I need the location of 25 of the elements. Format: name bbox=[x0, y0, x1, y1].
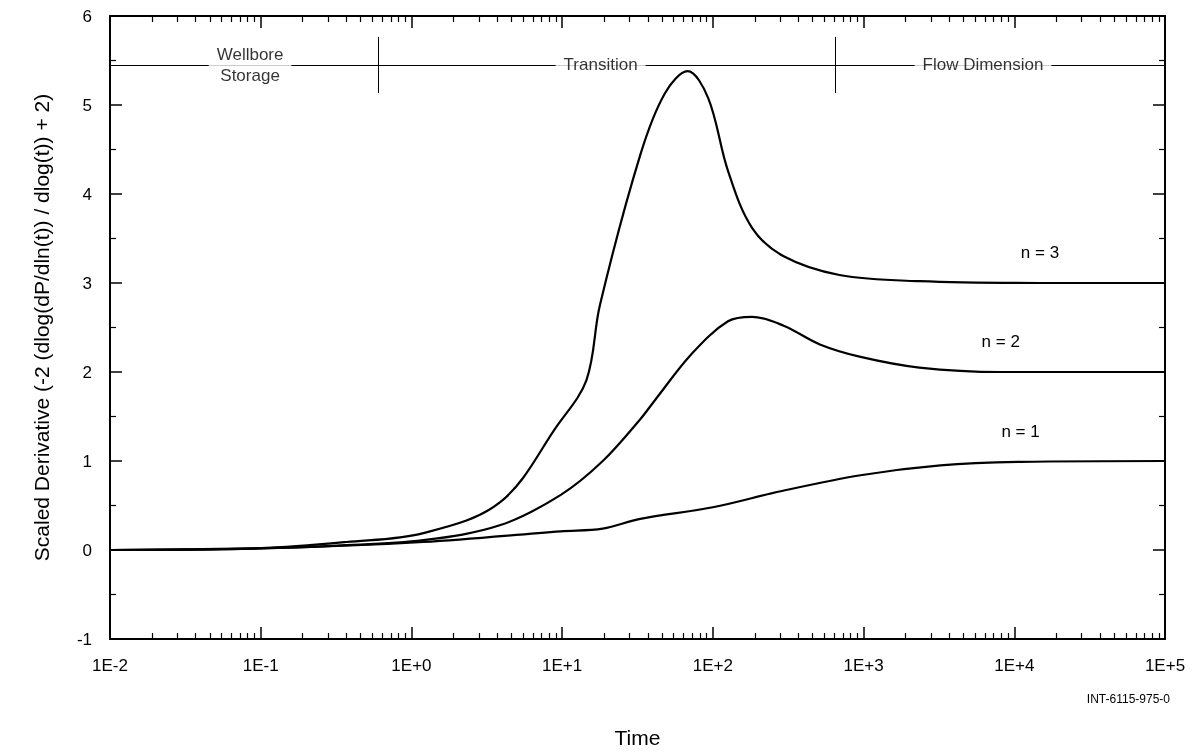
text: INT-6115-975-0 bbox=[1086, 692, 1171, 706]
x-tick-label: 1E+2 bbox=[692, 656, 733, 675]
series-label: n = 3 bbox=[1020, 243, 1060, 262]
y-tick-label: 3 bbox=[82, 273, 92, 293]
y-tick-label: 0 bbox=[82, 540, 92, 560]
x-tick-label: 1E+5 bbox=[1144, 656, 1186, 675]
y-axis-title: Scaled Derivative (-2 (dlog(dP/dln(t)) / dlog(t)) + 2) bbox=[30, 93, 53, 562]
y-tick-label: 2 bbox=[82, 362, 92, 382]
y-tick-label: 1 bbox=[82, 451, 92, 471]
x-axis-title: Time bbox=[614, 726, 661, 749]
x-tick-label: 1E+3 bbox=[843, 656, 884, 675]
x-tick-label: 1E+4 bbox=[994, 656, 1035, 675]
series-label: n = 1 bbox=[1001, 421, 1040, 441]
y-tick-label: 4 bbox=[82, 184, 92, 204]
annotation: Wellbore Storage bbox=[216, 44, 284, 85]
annotation: Flow Dimension bbox=[922, 55, 1044, 75]
y-tick-label: 5 bbox=[82, 95, 92, 115]
x-tick-label: 1E-1 bbox=[242, 656, 279, 675]
x-tick-label: 1E-2 bbox=[92, 656, 128, 675]
x-tick-label: 1E+0 bbox=[391, 656, 432, 675]
series-label: n = 2 bbox=[981, 332, 1020, 351]
y-tick-label: -1 bbox=[76, 629, 92, 649]
annotation: Transition bbox=[563, 55, 638, 75]
x-tick-label: 1E+1 bbox=[542, 656, 583, 675]
y-tick-label: 6 bbox=[82, 6, 92, 26]
